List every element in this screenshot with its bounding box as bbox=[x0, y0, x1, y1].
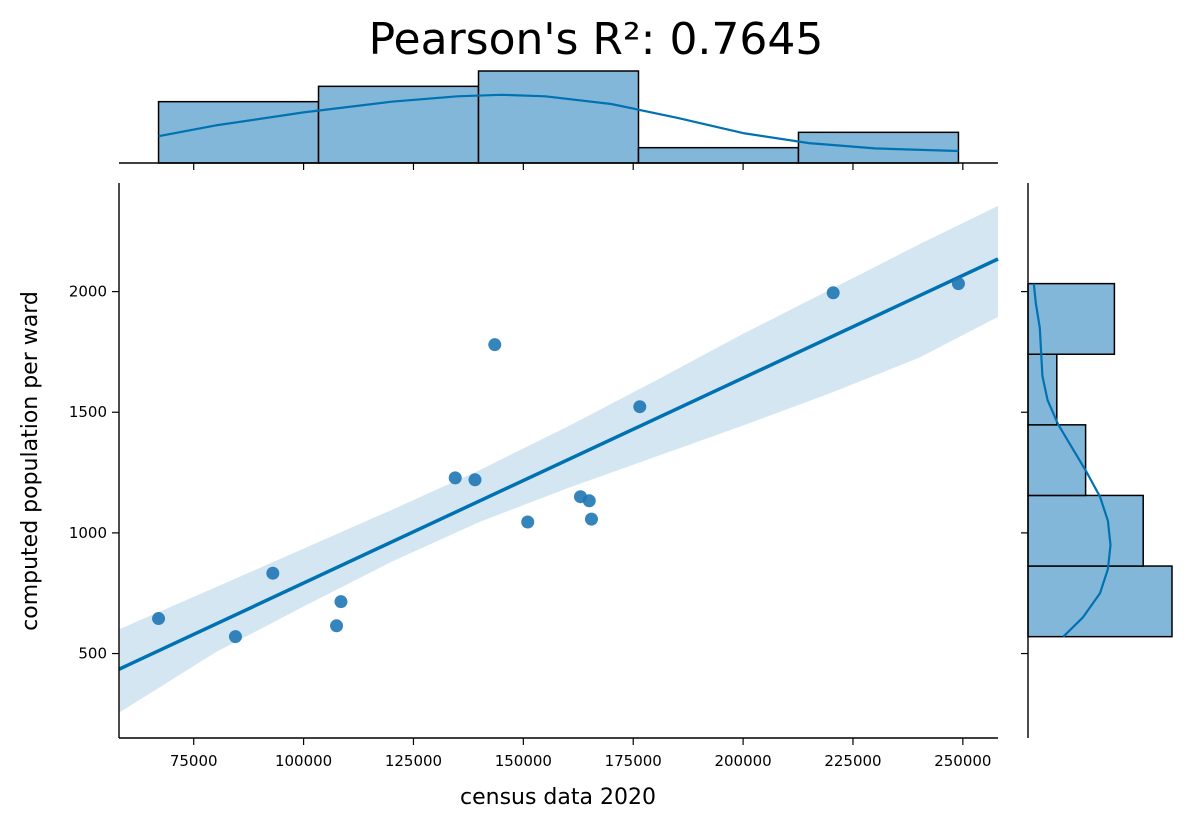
y-hist-bar-3 bbox=[1027, 424, 1087, 497]
x-tick-label-125000: 125000 bbox=[385, 752, 442, 770]
x-axis-label: census data 2020 bbox=[460, 785, 656, 810]
y-kde-curve bbox=[1032, 283, 1112, 638]
x-tick-label-75000: 75000 bbox=[170, 752, 218, 770]
scatter-point-7 bbox=[468, 473, 482, 487]
x-kde-curve bbox=[158, 93, 959, 153]
y-marginal-histogram bbox=[1027, 183, 1173, 738]
scatter-point-13 bbox=[633, 400, 647, 414]
scatter-point-15 bbox=[951, 277, 965, 291]
x-hist-bar-4 bbox=[637, 146, 800, 164]
x-tick-label-150000: 150000 bbox=[495, 752, 552, 770]
scatter-point-3 bbox=[266, 566, 280, 580]
scatter-point-4 bbox=[330, 619, 344, 633]
scatter-point-12 bbox=[584, 512, 598, 526]
y-tick-label-500: 500 bbox=[78, 645, 107, 663]
scatter-point-14 bbox=[826, 286, 840, 300]
x-hist-bar-1 bbox=[157, 100, 320, 164]
x-tick-label-175000: 175000 bbox=[605, 752, 662, 770]
scatter-point-1 bbox=[152, 612, 166, 626]
x-ticks: 75000 100000 125000 150000 175000 200000 22500… bbox=[170, 163, 991, 770]
axes-layer bbox=[118, 183, 998, 739]
scatter-point-6 bbox=[448, 471, 462, 485]
y-hist-bar-1 bbox=[1027, 565, 1173, 638]
x-tick-label-225000: 225000 bbox=[824, 752, 881, 770]
x-marginal-histogram bbox=[119, 70, 998, 164]
y-ticks: 500 1000 1500 2000 bbox=[69, 283, 1028, 663]
x-tick-label-250000: 250000 bbox=[934, 752, 991, 770]
x-tick-label-200000: 200000 bbox=[714, 752, 771, 770]
y-tick-label-2000: 2000 bbox=[69, 283, 107, 301]
scatter-point-9 bbox=[521, 515, 535, 529]
regression-layer bbox=[118, 257, 999, 671]
regression-line bbox=[118, 257, 999, 671]
x-hist-bar-2 bbox=[317, 85, 480, 164]
x-tick-label-100000: 100000 bbox=[275, 752, 332, 770]
y-tick-label-1000: 1000 bbox=[69, 524, 107, 542]
chart-title: Pearson's R²: 0.7645 bbox=[369, 14, 824, 65]
y-hist-bar-2 bbox=[1027, 494, 1144, 567]
y-hist-bar-5 bbox=[1027, 282, 1116, 355]
scatter-points-layer bbox=[152, 277, 965, 644]
scatter-point-11 bbox=[582, 494, 596, 508]
scatter-point-2 bbox=[228, 630, 242, 644]
y-axis-label: computed population per ward bbox=[18, 291, 43, 631]
confidence-band-layer bbox=[119, 205, 998, 713]
scatter-point-5 bbox=[334, 595, 348, 609]
scatter-point-8 bbox=[488, 338, 502, 352]
x-hist-bar-3 bbox=[477, 70, 640, 164]
y-tick-label-1500: 1500 bbox=[69, 403, 107, 421]
confidence-band bbox=[119, 205, 998, 713]
